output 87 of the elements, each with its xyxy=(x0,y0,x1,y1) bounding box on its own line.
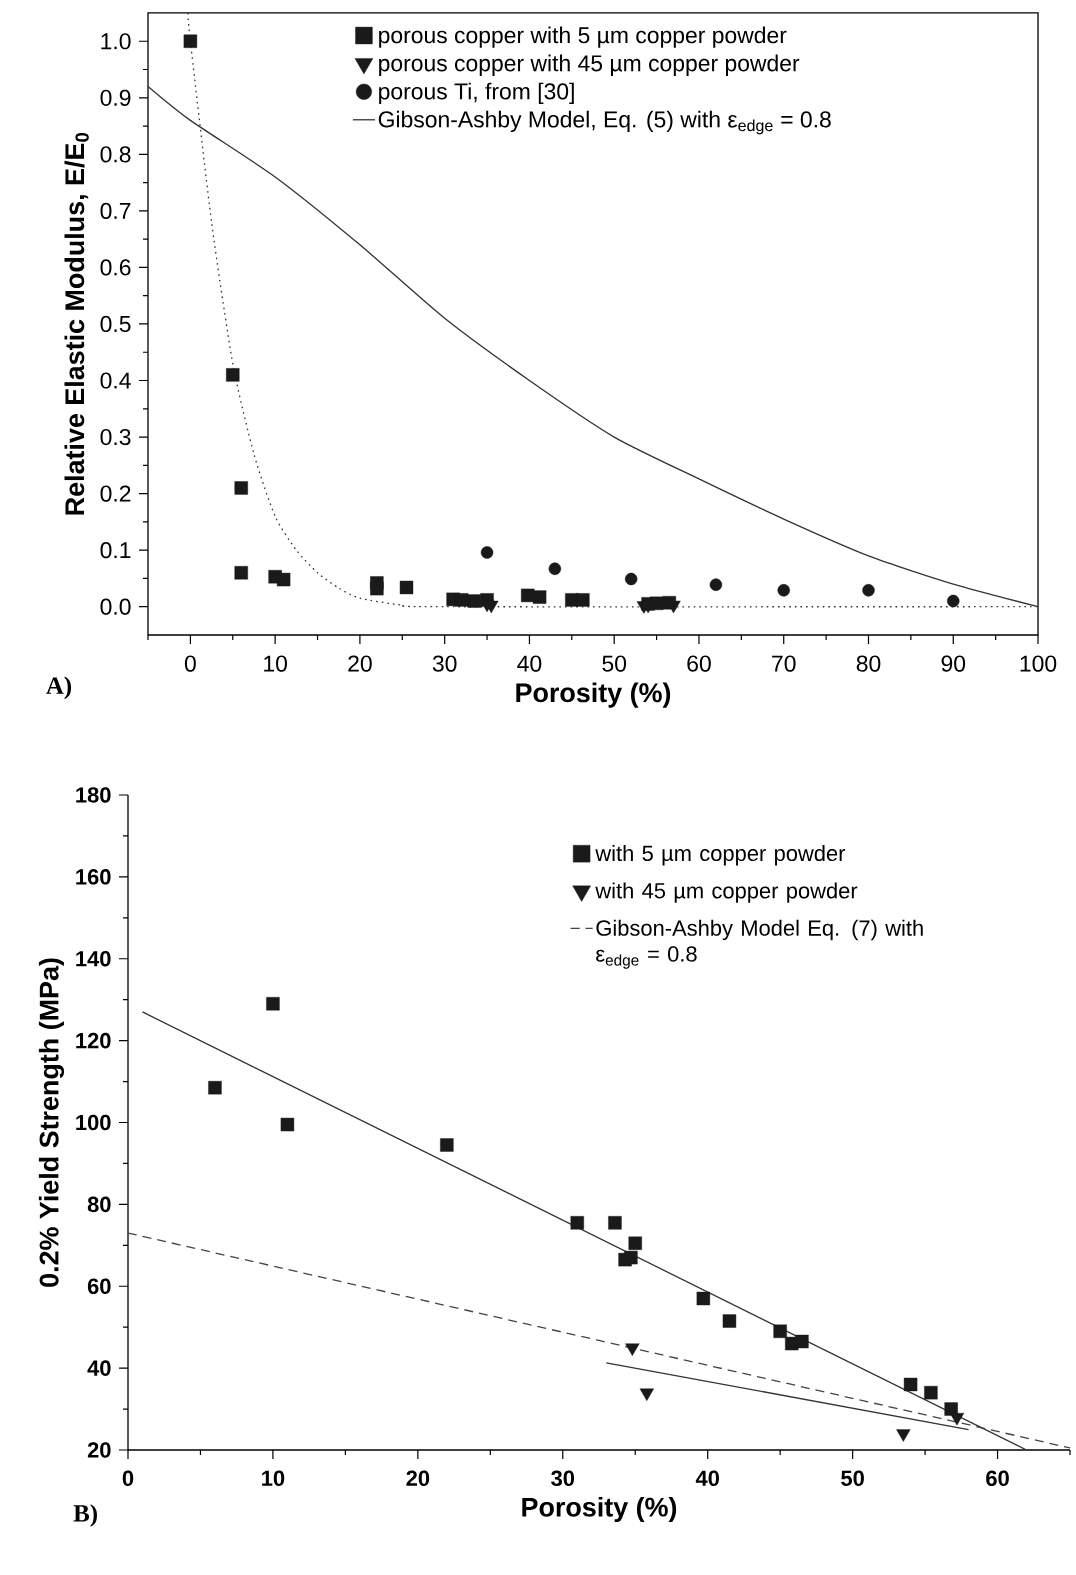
y-axis-title: 0.2% Yield Strength (MPa) xyxy=(38,958,65,1287)
point xyxy=(924,1385,938,1400)
x-tick-label: 10 xyxy=(262,1470,285,1487)
point xyxy=(532,590,547,604)
x-tick-label: 20 xyxy=(348,655,372,672)
point xyxy=(624,1250,638,1265)
x-tick-label: 20 xyxy=(406,1470,430,1487)
legend-label: porous copper with 5 µm copper powder xyxy=(379,26,787,48)
point xyxy=(947,594,960,608)
point xyxy=(862,584,875,597)
legend-label: Gibson-Ashby Model Eq. (7) with ε$_{edge}$ = 0.8 xyxy=(596,919,923,969)
text: B) xyxy=(73,1504,97,1527)
x-axis-title: Porosity (%) xyxy=(522,1496,677,1522)
x-tick-label: 40 xyxy=(695,1470,719,1487)
x-tick-label: 40 xyxy=(517,655,542,672)
point xyxy=(226,368,240,382)
x-tick-label: 100 xyxy=(1020,655,1057,672)
point xyxy=(454,593,469,607)
point xyxy=(570,1216,584,1230)
point xyxy=(576,593,590,607)
x-tick-label: 60 xyxy=(986,1470,1009,1487)
point xyxy=(628,1236,642,1250)
point xyxy=(280,1117,295,1132)
point xyxy=(903,1377,918,1392)
point xyxy=(777,584,790,597)
y-tick-label: 1.0 xyxy=(101,33,131,50)
text: A) xyxy=(46,676,72,700)
point xyxy=(234,566,248,580)
point xyxy=(639,1388,654,1401)
y-tick-label: 20 xyxy=(87,1442,111,1458)
legend-label: Gibson-Ashby Model, Eq. (5) with ε$_{edge}$ = 0.8 xyxy=(378,110,831,135)
y-tick-label: 60 xyxy=(87,1278,111,1295)
point xyxy=(949,1413,965,1426)
point xyxy=(795,1334,809,1349)
y-tick-label: 0.5 xyxy=(100,315,131,333)
x-tick-label: 10 xyxy=(264,655,287,672)
x-tick-label: 90 xyxy=(941,655,966,672)
point xyxy=(370,581,384,596)
point xyxy=(183,34,198,48)
y-tick-label: 180 xyxy=(76,787,111,803)
point xyxy=(696,1291,711,1306)
y-tick-label: 0.8 xyxy=(100,146,131,163)
x-tick-label: 0 xyxy=(184,655,196,672)
point xyxy=(896,1429,911,1442)
y-tick-label: 80 xyxy=(87,1196,111,1213)
point xyxy=(624,572,638,586)
y-tick-label: 160 xyxy=(76,869,111,885)
point xyxy=(467,594,482,608)
x-tick-label: 30 xyxy=(432,655,457,672)
point xyxy=(480,546,494,559)
point xyxy=(266,997,280,1011)
x-axis-title: Porosity (%) xyxy=(516,682,671,708)
x-tick-label: 50 xyxy=(841,1470,864,1487)
point xyxy=(234,481,248,495)
x-tick-label: 60 xyxy=(687,655,711,672)
y-tick-label: 40 xyxy=(87,1360,111,1376)
point xyxy=(625,1343,640,1356)
point xyxy=(709,578,723,591)
x-tick-label: 0 xyxy=(122,1470,134,1487)
y-tick-label: 0.4 xyxy=(100,372,131,389)
legend-label: porous Ti, from [30] xyxy=(379,82,574,104)
y-tick-label: 100 xyxy=(76,1114,111,1131)
legend-label: porous copper with 45 µm copper powder xyxy=(379,54,800,76)
legend-label: with 45 µm copper powder xyxy=(595,882,858,903)
x-tick-label: 50 xyxy=(602,655,627,672)
point xyxy=(608,1216,622,1230)
y-tick-label: 0.6 xyxy=(100,259,131,276)
y-tick-label: 0.3 xyxy=(100,428,131,446)
y-tick-label: 0.9 xyxy=(100,89,131,106)
y-tick-label: 120 xyxy=(76,1032,111,1049)
point xyxy=(440,1138,454,1152)
point xyxy=(548,562,562,576)
point xyxy=(773,1324,787,1338)
x-tick-label: 80 xyxy=(856,655,881,672)
y-tick-label: 0.0 xyxy=(100,598,131,615)
legend-label: with 5 µm copper powder xyxy=(595,845,846,866)
y-tick-label: 0.7 xyxy=(100,202,131,219)
point xyxy=(208,1080,222,1095)
x-tick-label: 30 xyxy=(551,1470,575,1487)
point xyxy=(722,1314,737,1328)
y-tick-label: 0.1 xyxy=(100,542,131,559)
y-tick-label: 0.2 xyxy=(100,485,131,502)
point xyxy=(276,572,291,587)
x-tick-label: 70 xyxy=(772,655,796,672)
point xyxy=(399,580,414,595)
y-axis-title: Relative Elastic Modulus, E/E$_{0}$ xyxy=(64,132,89,515)
y-tick-label: 140 xyxy=(76,950,111,967)
